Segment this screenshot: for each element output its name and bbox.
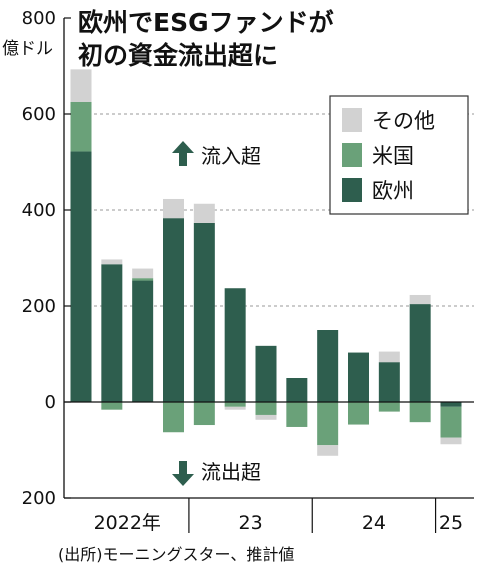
bar-europe-2023Q3 <box>255 345 277 402</box>
chart-title-line-2: 初の資金流出超に <box>78 41 278 70</box>
bar-us-2022Q3 <box>132 278 154 281</box>
bar-us-2022Q1 <box>70 102 92 152</box>
bar-europe-2023Q4 <box>286 378 308 402</box>
outflow-annotation: 流出超 <box>172 460 261 486</box>
legend-swatch-us <box>342 143 362 167</box>
y-tick-label: 600 <box>22 104 56 125</box>
axes <box>63 17 474 499</box>
y-tick-label: 400 <box>22 200 56 221</box>
x-axis-labels: 2022年 23 24 25 <box>94 498 463 534</box>
y-tick-labels: 800 600 400 200 0 200 <box>22 8 56 509</box>
bar-europe-2022Q2 <box>101 264 123 402</box>
bar-europe-2022Q1 <box>70 151 92 402</box>
bar-europe-2024Q2 <box>348 352 369 402</box>
legend-label-other: その他 <box>372 109 435 133</box>
bar-other-2023Q1 <box>193 203 215 223</box>
bar-other-2024Q4 <box>409 294 431 305</box>
bar-us-2024Q4 <box>409 402 431 423</box>
legend-label-europe: 欧州 <box>372 179 414 203</box>
chart-title-line-1: 欧州でESGファンドが <box>78 8 334 37</box>
down-arrow-icon <box>172 461 194 486</box>
y-tick-label: 0 <box>45 392 56 413</box>
bar-other-2024Q1 <box>317 445 339 456</box>
bar-other-2023Q2 <box>224 406 246 410</box>
bars <box>70 69 462 456</box>
bar-us-2024Q3 <box>378 402 400 412</box>
legend-label-us: 米国 <box>372 144 414 168</box>
bar-us-2025Q1 <box>440 406 462 438</box>
y-tick-label: 200 <box>22 296 56 317</box>
legend: その他 米国 欧州 <box>329 95 469 215</box>
bar-europe-2022Q3 <box>132 280 154 402</box>
up-arrow-icon <box>172 141 194 166</box>
bar-us-2023Q4 <box>286 402 308 427</box>
bar-us-2023Q1 <box>193 402 215 426</box>
y-unit-label: 億ドル <box>2 39 53 59</box>
bar-us-2024Q1 <box>317 402 339 446</box>
legend-swatch-other <box>342 108 362 132</box>
x-group-label: 2022年 <box>94 512 161 534</box>
bar-europe-2023Q1 <box>193 222 215 402</box>
bar-europe-2024Q4 <box>409 304 431 402</box>
inflow-annotation: 流入超 <box>172 141 261 168</box>
bar-us-2023Q2 <box>224 402 246 407</box>
bar-other-2022Q1 <box>70 69 92 102</box>
bar-other-2022Q3 <box>132 268 154 279</box>
inflow-label: 流入超 <box>201 144 261 168</box>
bar-us-2022Q2 <box>101 402 123 410</box>
bar-europe-2022Q4 <box>163 218 184 402</box>
bar-other-2022Q4 <box>163 198 184 219</box>
bar-other-2023Q3 <box>255 414 277 420</box>
bar-other-2022Q2 <box>101 259 123 265</box>
bar-us-2023Q3 <box>255 402 277 415</box>
outflow-label: 流出超 <box>201 460 261 484</box>
x-group-label: 24 <box>362 512 386 534</box>
bar-europe-2025Q1 <box>440 402 462 407</box>
bar-europe-2024Q3 <box>378 362 400 402</box>
bar-us-2022Q4 <box>163 402 184 433</box>
y-tick-label: 200 <box>22 488 56 509</box>
x-group-label: 25 <box>439 512 463 534</box>
bar-europe-2023Q2 <box>224 288 246 402</box>
legend-swatch-europe <box>342 178 362 202</box>
y-tick-label: 800 <box>22 8 56 29</box>
bar-us-2024Q2 <box>348 402 369 425</box>
bar-other-2024Q3 <box>378 351 400 363</box>
bar-europe-2024Q1 <box>317 330 339 402</box>
source-note: (出所)モーニングスター、推計値 <box>58 545 294 564</box>
x-group-label: 23 <box>238 512 262 534</box>
bar-other-2025Q1 <box>440 437 462 445</box>
